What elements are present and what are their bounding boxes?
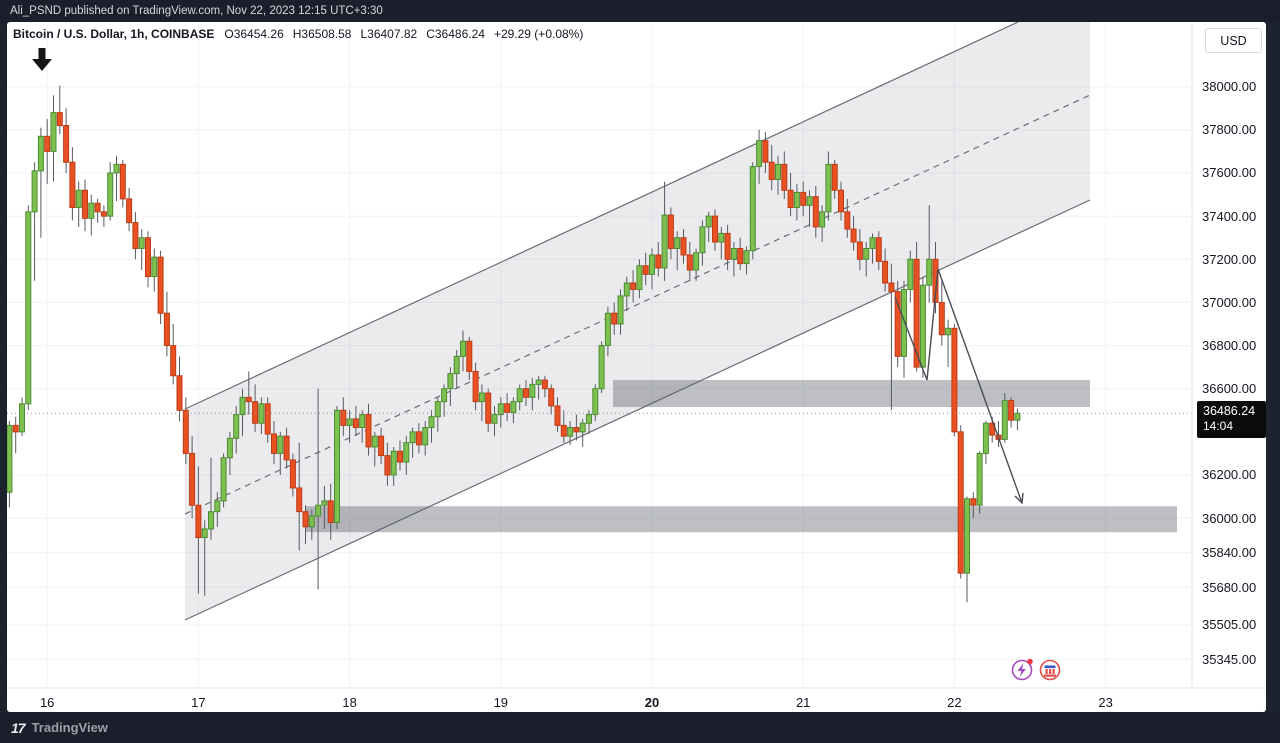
time-axis-label: 20 [644, 695, 660, 710]
price-axis-label: 37200.00 [1202, 251, 1257, 267]
ohlc-low: L36407.82 [360, 27, 418, 41]
last-price-value: 36486.24 [1203, 404, 1256, 418]
time-axis-label: 16 [39, 695, 55, 710]
price-axis-label: 37600.00 [1202, 165, 1257, 181]
price-axis-label: 38000.00 [1202, 79, 1257, 95]
last-price-badge: 36486.24 14:04 [1197, 401, 1266, 438]
attribution-bar: Ali_PSND published on TradingView.com, N… [0, 0, 1280, 22]
price-axis-label: 36800.00 [1202, 338, 1257, 354]
footer-bar: 17 TradingView [0, 712, 1280, 743]
ohlc-close: C36486.24 [426, 27, 485, 41]
tradingview-logo-icon[interactable]: 17 [11, 719, 26, 736]
ohlc-high: H36508.58 [292, 27, 352, 41]
time-axis-label: 23 [1098, 695, 1113, 710]
price-axis-label: 37800.00 [1202, 122, 1257, 138]
ohlc-change: +29.29 (+0.08%) [493, 27, 584, 41]
price-axis-label: 35505.00 [1202, 617, 1257, 633]
price-axis-label: 36000.00 [1202, 510, 1257, 526]
price-axis-label: 36200.00 [1202, 467, 1257, 483]
price-axis-label: 35680.00 [1202, 579, 1257, 595]
price-axis-label: 35345.00 [1202, 651, 1257, 667]
time-axis-label: 17 [191, 695, 206, 710]
symbol-title: Bitcoin / U.S. Dollar, 1h, COINBASE [13, 27, 215, 41]
ohlc-open: O36454.26 [224, 27, 284, 41]
price-axis-label: 37400.00 [1202, 208, 1257, 224]
time-axis-label: 22 [947, 695, 962, 710]
time-axis-label: 18 [342, 695, 357, 710]
chart-panel [7, 22, 1266, 712]
currency-toggle-button[interactable]: USD [1205, 28, 1262, 53]
time-axis-label: 19 [493, 695, 509, 710]
time-axis-label: 21 [795, 695, 811, 710]
price-axis-label: 37000.00 [1202, 294, 1257, 310]
last-price-time: 14:04 [1203, 419, 1234, 433]
price-axis-label: 35840.00 [1202, 545, 1257, 561]
tradingview-brand[interactable]: TradingView [31, 720, 108, 735]
attribution-text: Ali_PSND published on TradingView.com, N… [10, 5, 383, 17]
price-axis-label: 36600.00 [1202, 381, 1257, 397]
chart-legend: Bitcoin / U.S. Dollar, 1h, COINBASE O3645… [13, 27, 592, 41]
